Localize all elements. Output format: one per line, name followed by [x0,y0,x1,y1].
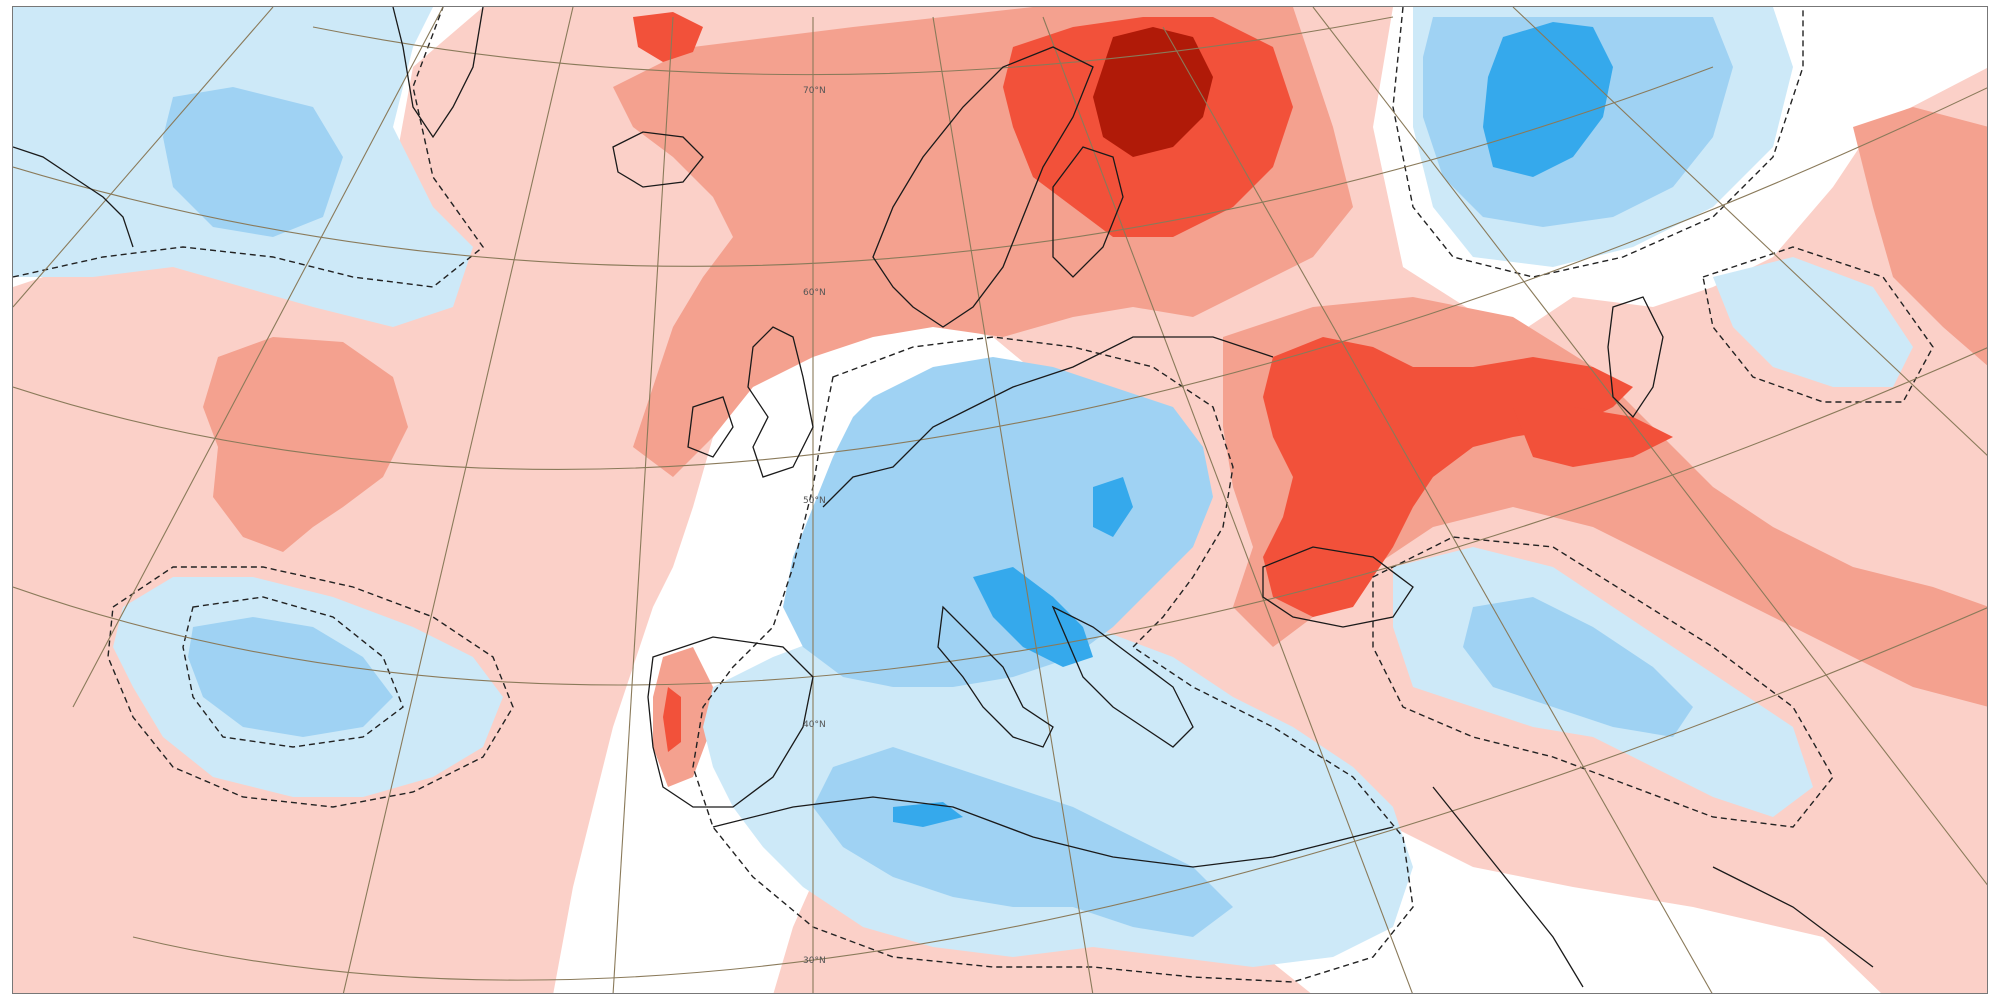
coast-iberia [647,636,814,808]
central-europe-cold-region [783,357,1213,687]
coast-iceland [612,131,704,188]
lat-label-30n: 30°N [803,956,826,966]
lat-label-50n: 50°N [803,496,826,506]
contour-siberia [1392,7,1804,278]
siberia-cold-core-region [1483,22,1613,177]
coast-british-isles [687,326,814,478]
parallel-60n [13,66,1714,267]
north-atlantic-warm-region [13,7,1987,993]
coast-finland-baltic [1052,146,1124,278]
med-cold-medium-region [813,747,1233,937]
portugal-warm-region [663,687,681,752]
anomaly-map: 70°N 60°N 50°N 40°N 30°N [13,7,1987,993]
east-asia-cold-light-region [1713,257,1913,387]
meridian-30w [72,7,444,708]
cool-medium-layer [163,17,1733,937]
latitude-labels: 70°N 60°N 50°N 40°N 30°N [803,86,826,966]
russia-warm-patch-region [1513,407,1673,467]
parallel-40n [13,347,1987,686]
coast-labrador [13,146,134,248]
cool-strong-layer [893,22,1613,827]
meridian-40e [1312,7,1987,886]
zero-anomaly-contours [13,7,1934,983]
kola-peak-warm-region [1093,27,1213,157]
coastlines [13,7,1874,988]
far-east-warm-region [1853,107,1987,366]
parallel-50n [13,87,1987,470]
contour-azores-inner [182,596,404,748]
coast-red-sea [1432,786,1584,988]
mediterranean-cold-region [703,607,1413,967]
meridian-20w [342,7,574,993]
contour-greenland [13,7,484,288]
graticule [13,7,1987,993]
greenland-cold-medium-region [163,87,343,237]
coast-italy [937,605,1054,748]
pannonian-cold-core-region [1093,477,1133,537]
contour-far-east [1702,246,1934,403]
parallel-30n [132,607,1987,981]
meridian-40w [13,7,274,308]
adriatic-cold-core-region [973,567,1093,667]
coast-persian-gulf [1712,866,1874,968]
coast-scandinavia [872,46,1094,328]
meridian-10w [612,16,674,993]
parallel-70n [312,16,1394,76]
lat-label-60n: 60°N [803,288,826,298]
meridian-50e [1512,7,1987,456]
greenland-warm-spot [633,12,703,62]
contour-middle-east [1372,536,1834,828]
meridian-10e [932,16,1094,993]
coast-north-africa [712,796,1394,868]
anomaly-map-frame: 70°N 60°N 50°N 40°N 30°N [12,6,1988,994]
lat-label-40n: 40°N [803,720,826,730]
coast-caspian [1607,296,1664,419]
coast-greenland [392,7,484,139]
azores-cold-medium-region [188,617,393,737]
lat-label-70n: 70°N [803,86,826,96]
mid-atlantic-warm-core-region [203,337,408,552]
algeria-cold-core-region [893,802,963,827]
contour-azores [107,566,514,808]
coast-black-sea [1262,546,1414,628]
coast-continental-europe [822,336,1274,508]
contour-central-europe [692,336,1414,983]
meridian-30e [1162,26,1713,993]
middle-east-cold-region [1463,597,1693,737]
meridian-20e [1042,16,1413,993]
coast-balkans-greece [1051,605,1194,748]
